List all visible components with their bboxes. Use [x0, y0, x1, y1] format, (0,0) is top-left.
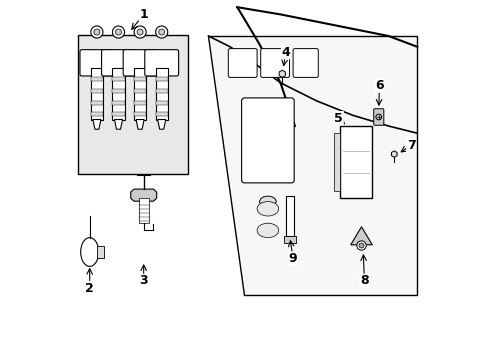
Polygon shape — [157, 120, 165, 129]
FancyBboxPatch shape — [123, 50, 157, 76]
Bar — [134, 101, 146, 105]
Bar — [285, 196, 293, 236]
Bar — [134, 68, 146, 120]
Ellipse shape — [259, 196, 275, 207]
Circle shape — [155, 26, 167, 38]
FancyBboxPatch shape — [292, 49, 318, 77]
Bar — [134, 112, 146, 116]
Bar — [91, 112, 103, 116]
Bar — [339, 126, 371, 198]
FancyBboxPatch shape — [373, 109, 383, 125]
Circle shape — [158, 29, 164, 35]
Circle shape — [356, 241, 366, 250]
Bar — [155, 89, 167, 93]
Circle shape — [375, 114, 381, 120]
Ellipse shape — [257, 202, 278, 216]
Polygon shape — [93, 120, 101, 129]
Bar — [155, 112, 167, 116]
Bar — [155, 68, 167, 120]
Text: 5: 5 — [334, 112, 343, 125]
Bar — [91, 77, 103, 81]
Bar — [134, 77, 146, 81]
Circle shape — [115, 29, 122, 35]
Text: 9: 9 — [288, 252, 297, 265]
Bar — [112, 89, 124, 93]
Bar — [91, 101, 103, 105]
FancyBboxPatch shape — [80, 50, 114, 76]
Polygon shape — [130, 189, 156, 201]
Bar — [155, 101, 167, 105]
Text: 3: 3 — [139, 274, 148, 287]
Polygon shape — [350, 227, 371, 245]
Circle shape — [112, 26, 124, 38]
Bar — [91, 89, 103, 93]
Text: 6: 6 — [374, 79, 383, 92]
Text: 1: 1 — [139, 8, 148, 21]
FancyBboxPatch shape — [241, 98, 294, 183]
Bar — [112, 77, 124, 81]
Circle shape — [137, 29, 143, 35]
Text: 4: 4 — [281, 46, 290, 59]
Ellipse shape — [259, 196, 275, 207]
Polygon shape — [284, 236, 295, 243]
Circle shape — [358, 243, 363, 248]
Bar — [112, 112, 124, 116]
Bar — [334, 133, 339, 191]
Bar — [112, 68, 124, 120]
FancyBboxPatch shape — [260, 49, 289, 77]
FancyBboxPatch shape — [144, 50, 178, 76]
Text: 7: 7 — [406, 139, 415, 152]
FancyBboxPatch shape — [102, 50, 135, 76]
Ellipse shape — [257, 223, 278, 238]
Text: 8: 8 — [359, 274, 368, 287]
Bar — [155, 77, 167, 81]
Text: 2: 2 — [85, 282, 94, 294]
FancyBboxPatch shape — [78, 35, 187, 174]
Polygon shape — [391, 151, 396, 157]
Polygon shape — [136, 120, 144, 129]
Circle shape — [94, 29, 100, 35]
Circle shape — [91, 26, 103, 38]
Bar — [112, 101, 124, 105]
Polygon shape — [114, 120, 122, 129]
Circle shape — [134, 26, 146, 38]
FancyBboxPatch shape — [228, 49, 257, 77]
Polygon shape — [208, 36, 416, 295]
Polygon shape — [279, 70, 285, 77]
Bar — [91, 68, 103, 120]
Bar — [97, 246, 104, 258]
Ellipse shape — [81, 238, 99, 266]
Ellipse shape — [259, 196, 275, 207]
Bar — [134, 89, 146, 93]
Bar — [138, 198, 148, 223]
